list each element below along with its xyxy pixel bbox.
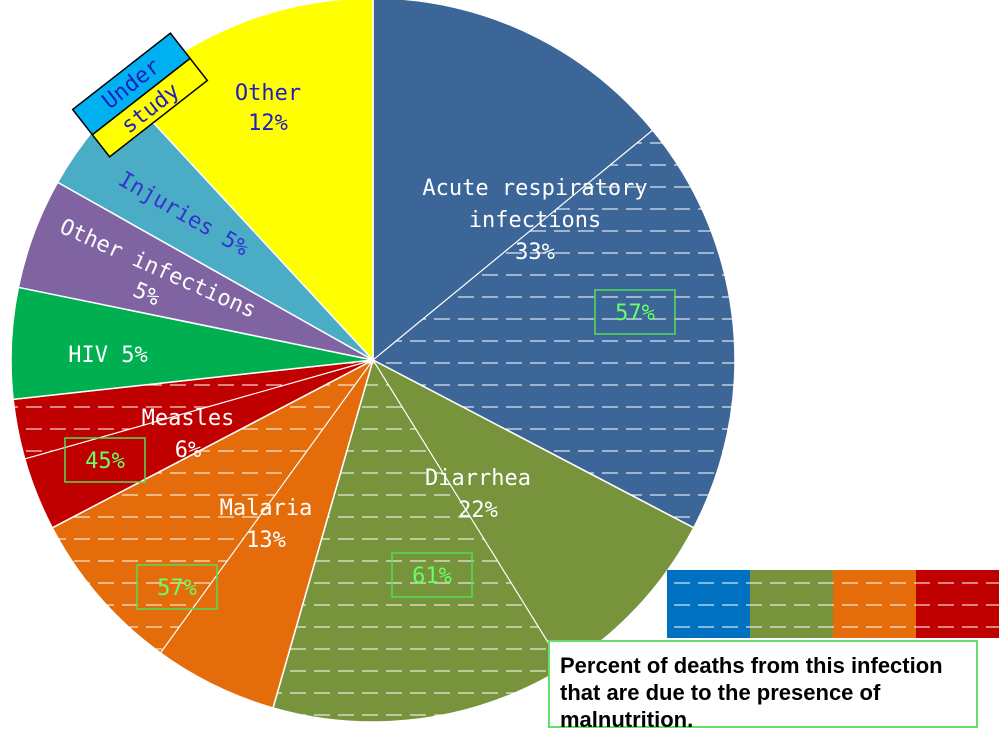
slice-label-line: Other bbox=[235, 81, 301, 106]
slice-label-acute-respiratory-infections: Acute respiratory infections 33% bbox=[422, 176, 647, 265]
malnutrition-label-acute-respiratory-infections: 57% bbox=[615, 301, 655, 326]
malnutrition-label-measles: 45% bbox=[85, 449, 125, 474]
slice-label-line: 13% bbox=[246, 528, 286, 553]
legend-swatch-hatch bbox=[750, 570, 833, 638]
malnutrition-overlays bbox=[13, 129, 736, 723]
malnutrition-box-malaria bbox=[136, 564, 218, 610]
slice-label-line: 12% bbox=[248, 111, 288, 136]
slice-label-line: 6% bbox=[175, 438, 202, 463]
malnutrition-box-acute-respiratory-infections bbox=[594, 289, 676, 335]
slice-label-measles: Measles 6% bbox=[142, 406, 235, 463]
slice-label-malaria: Malaria 13% bbox=[220, 496, 313, 553]
malnutrition-hatch-measles bbox=[13, 360, 373, 459]
legend-swatch-hatch bbox=[833, 570, 916, 638]
slice-label-line: Diarrhea bbox=[425, 466, 531, 491]
legend-swatch-hatch bbox=[916, 570, 999, 638]
under-study-box-bottom bbox=[91, 57, 209, 158]
malnutrition-hatch-acute-respiratory-infections bbox=[373, 130, 736, 528]
malnutrition-divider-acute-respiratory-infections bbox=[372, 129, 654, 361]
slice-label-line: 33% bbox=[515, 240, 555, 265]
legend-swatch-hatch bbox=[667, 570, 750, 638]
slice-labels: Acute respiratory infections 33% 57% Diarrhe… bbox=[56, 81, 676, 610]
legend-text: Percent of deaths from this infection th… bbox=[548, 640, 978, 732]
slice-label-hiv: HIV 5% bbox=[68, 343, 147, 368]
slice-label-diarrhea: Diarrhea 22% bbox=[425, 466, 531, 523]
slice-label-line: Measles bbox=[142, 406, 235, 431]
slice-label-other: Other 12% bbox=[235, 81, 301, 136]
malnutrition-divider-malaria bbox=[159, 359, 374, 654]
malnutrition-divider-measles bbox=[24, 359, 374, 460]
slice-label-line: Acute respiratory bbox=[422, 176, 647, 201]
malnutrition-label-diarrhea: 61% bbox=[412, 564, 452, 589]
malnutrition-hatch-malaria bbox=[52, 360, 373, 653]
malnutrition-label-malaria: 57% bbox=[157, 576, 197, 601]
slice-label-line: Malaria bbox=[220, 496, 313, 521]
slice-label-line: 22% bbox=[458, 498, 498, 523]
malnutrition-hatch-diarrhea bbox=[272, 360, 564, 723]
malnutrition-box-diarrhea bbox=[391, 552, 473, 598]
legend-swatches bbox=[667, 570, 999, 638]
malnutrition-box-measles bbox=[64, 437, 146, 483]
slice-label-line: infections bbox=[469, 208, 601, 233]
malnutrition-divider-diarrhea bbox=[372, 359, 565, 668]
slice-label-line: HIV 5% bbox=[68, 343, 147, 368]
